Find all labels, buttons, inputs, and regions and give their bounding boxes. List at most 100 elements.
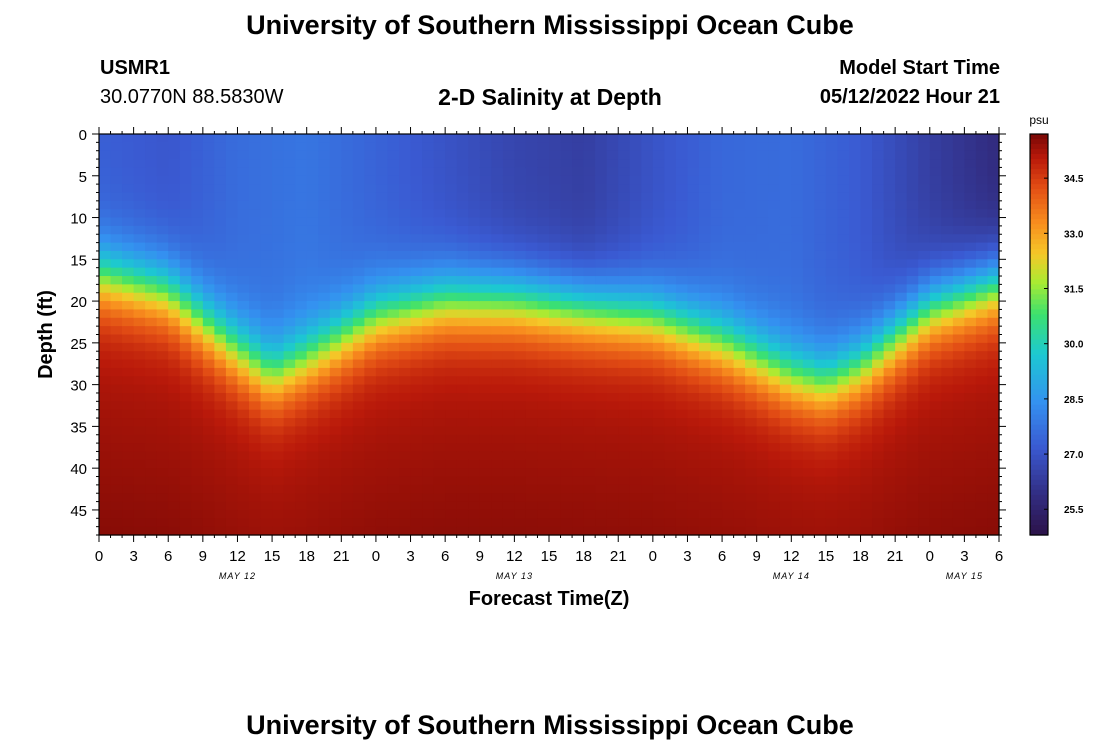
heatmap-cell xyxy=(445,234,458,244)
heatmap-cell xyxy=(583,459,596,469)
heatmap-cell xyxy=(964,443,977,453)
heatmap-cell xyxy=(872,326,885,336)
heatmap-cell xyxy=(433,342,446,352)
heatmap-cell xyxy=(214,309,227,319)
heatmap-cell xyxy=(779,159,792,169)
heatmap-cell xyxy=(572,276,585,285)
heatmap-cell xyxy=(895,317,908,327)
heatmap-cell xyxy=(179,234,192,244)
heatmap-cell xyxy=(156,317,169,327)
heatmap-cell xyxy=(295,234,308,244)
heatmap-cell xyxy=(618,351,631,361)
heatmap-cell xyxy=(260,434,273,444)
heatmap-cell xyxy=(606,234,619,244)
heatmap-cell xyxy=(329,351,342,361)
heatmap-cell xyxy=(214,175,227,185)
heatmap-cell xyxy=(225,217,239,227)
colorbar-tick-label: 34.5 xyxy=(1064,174,1084,185)
heatmap-cell xyxy=(987,242,1000,252)
heatmap-cell xyxy=(202,443,215,453)
heatmap-cell xyxy=(433,426,446,436)
heatmap-cell xyxy=(837,284,850,294)
heatmap-cell xyxy=(456,376,469,386)
heatmap-cell xyxy=(410,276,423,285)
heatmap-cell xyxy=(433,150,446,160)
heatmap-cell xyxy=(883,526,896,536)
heatmap-cell xyxy=(260,476,273,486)
heatmap-cell xyxy=(341,209,354,219)
heatmap-cell xyxy=(341,284,354,294)
heatmap-cell xyxy=(329,509,342,519)
heatmap-cell xyxy=(918,267,931,277)
heatmap-cell xyxy=(768,426,781,436)
heatmap-cell xyxy=(952,267,965,277)
heatmap-cell xyxy=(733,451,746,461)
heatmap-cell xyxy=(941,267,954,277)
heatmap-cell xyxy=(260,376,273,386)
heatmap-cell xyxy=(583,134,596,143)
heatmap-cell xyxy=(399,392,412,402)
heatmap-cell xyxy=(133,459,146,469)
heatmap-cell xyxy=(364,159,377,169)
heatmap-cell xyxy=(168,476,181,486)
heatmap-cell xyxy=(329,301,342,311)
heatmap-cell xyxy=(399,418,412,427)
heatmap-cell xyxy=(422,200,435,210)
heatmap-cell xyxy=(537,367,550,377)
heatmap-cell xyxy=(687,476,700,486)
heatmap-cell xyxy=(191,242,204,252)
heatmap-cell xyxy=(560,192,573,202)
heatmap-cell xyxy=(860,142,873,152)
heatmap-cell xyxy=(202,418,215,427)
heatmap-cell xyxy=(629,334,642,344)
heatmap-cell xyxy=(825,501,839,511)
heatmap-cell xyxy=(260,276,273,285)
heatmap-cell xyxy=(399,409,412,419)
heatmap-cell xyxy=(202,234,215,244)
heatmap-cell xyxy=(110,518,123,528)
y-tick-label: 25 xyxy=(70,336,87,353)
heatmap-cell xyxy=(629,192,642,202)
heatmap-cell xyxy=(202,518,215,528)
heatmap-cell xyxy=(306,284,319,294)
heatmap-cell xyxy=(802,493,815,503)
heatmap-cell xyxy=(710,426,723,436)
heatmap-cell xyxy=(641,234,654,244)
heatmap-cell xyxy=(791,225,804,235)
heatmap-cell xyxy=(145,225,158,235)
heatmap-cell xyxy=(133,134,146,143)
heatmap-cell xyxy=(779,418,792,427)
heatmap-cell xyxy=(306,184,319,194)
heatmap-cell xyxy=(122,192,135,202)
heatmap-cell xyxy=(133,301,146,311)
heatmap-cell xyxy=(779,134,792,143)
heatmap-cell xyxy=(975,259,989,269)
heatmap-cell xyxy=(306,401,319,411)
heatmap-cell xyxy=(675,501,689,511)
heatmap-cell xyxy=(895,267,908,277)
heatmap-cell xyxy=(629,284,642,294)
heatmap-cell xyxy=(825,476,839,486)
heatmap-cell xyxy=(641,250,654,260)
heatmap-cell xyxy=(618,334,631,344)
heatmap-cell xyxy=(699,342,712,352)
heatmap-cell xyxy=(756,526,769,536)
heatmap-cell xyxy=(906,217,919,227)
heatmap-cell xyxy=(272,509,285,519)
heatmap-cell xyxy=(629,225,642,235)
x-tick-label: 0 xyxy=(95,548,103,565)
heatmap-cell xyxy=(479,292,492,302)
heatmap-cell xyxy=(502,401,515,411)
heatmap-cell xyxy=(675,392,689,402)
heatmap-cell xyxy=(191,367,204,377)
heatmap-cell xyxy=(895,234,908,244)
heatmap-cell xyxy=(399,367,412,377)
heatmap-cell xyxy=(733,192,746,202)
y-tick-label: 35 xyxy=(70,419,87,436)
heatmap-cell xyxy=(687,234,700,244)
colorbar-segment xyxy=(1030,244,1048,250)
heatmap-cell xyxy=(191,392,204,402)
heatmap-cell xyxy=(260,184,273,194)
heatmap-cell xyxy=(145,292,158,302)
heatmap-cell xyxy=(837,242,850,252)
